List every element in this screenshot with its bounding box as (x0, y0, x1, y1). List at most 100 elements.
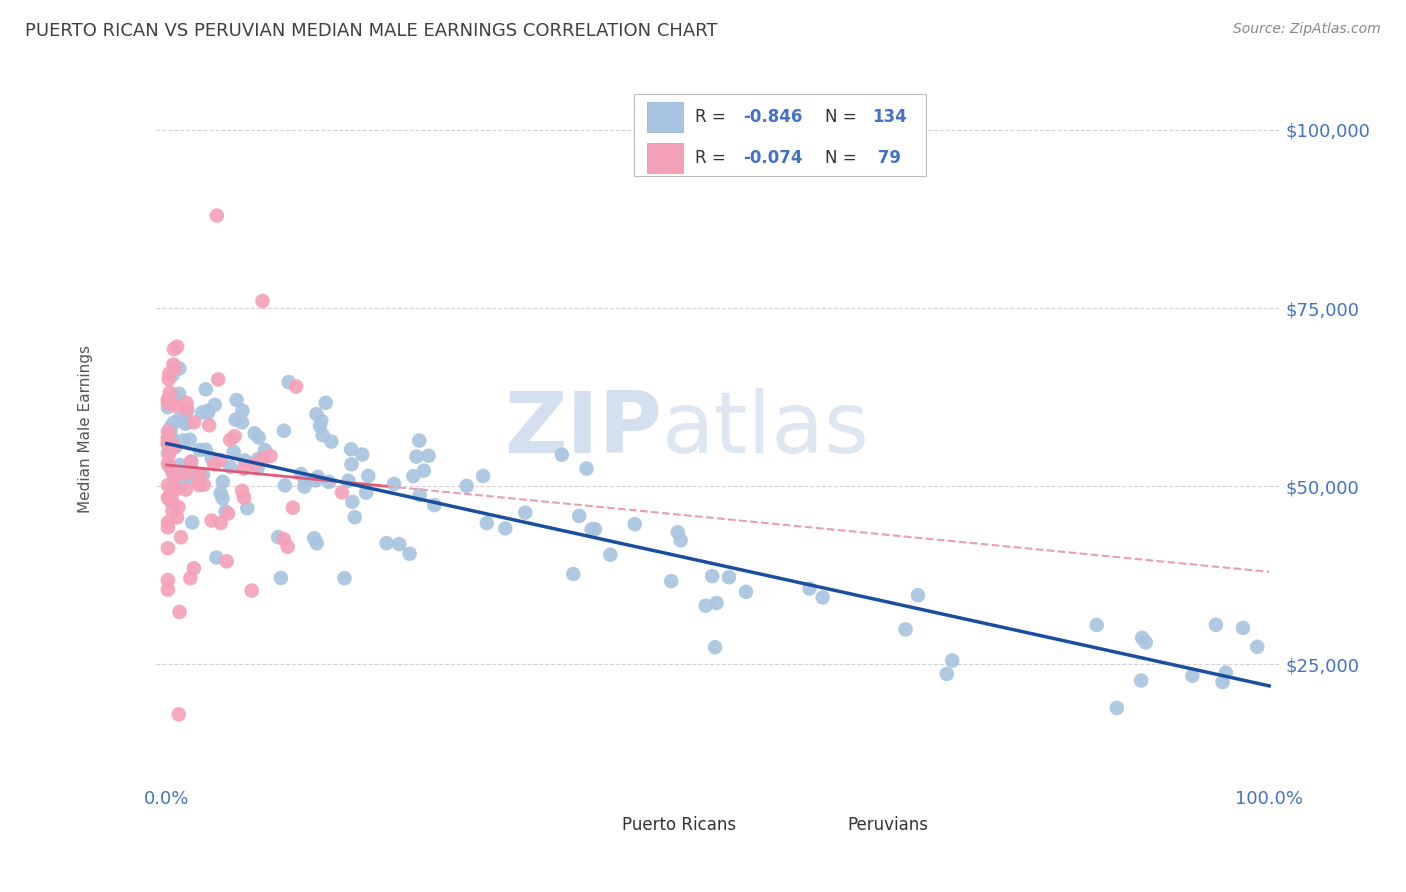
Point (583, 522, 606, 536)
Point (247, 430, 270, 444)
Point (666, 525, 689, 540)
Point (157, 448, 180, 462)
Point (340, 442, 363, 457)
Point (277, 540, 299, 554)
Point (163, 361, 186, 376)
Point (408, 434, 430, 448)
Point (294, 473, 316, 487)
Point (156, 425, 179, 439)
Point (205, 209, 228, 223)
Point (167, 412, 190, 426)
Point (669, 533, 692, 548)
Bar (583, 812, 614, 838)
Point (388, 537, 411, 551)
Point (167, 707, 190, 722)
Point (174, 483, 197, 497)
Point (231, 404, 253, 418)
Point (515, 506, 537, 520)
Point (162, 358, 184, 372)
Point (281, 500, 304, 515)
Text: N =: N = (825, 108, 862, 127)
Point (246, 461, 269, 475)
Point (204, 398, 226, 412)
Bar (647, 103, 683, 132)
Point (340, 458, 363, 472)
Point (169, 458, 191, 472)
Point (165, 440, 187, 454)
Point (163, 342, 186, 356)
Point (165, 483, 187, 497)
Point (333, 571, 356, 585)
Text: PUERTO RICAN VS PERUVIAN MEDIAN MALE EARNINGS CORRELATION CHART: PUERTO RICAN VS PERUVIAN MEDIAN MALE EAR… (25, 22, 718, 40)
Point (156, 573, 179, 587)
Point (231, 483, 253, 498)
Point (232, 461, 254, 475)
Point (174, 417, 197, 431)
Point (160, 434, 183, 449)
Point (169, 361, 191, 376)
Point (162, 416, 184, 430)
Point (209, 516, 232, 530)
Point (1181, 669, 1204, 683)
Bar (808, 812, 839, 838)
Point (156, 392, 179, 407)
Point (1135, 635, 1157, 649)
Point (156, 437, 179, 451)
Point (156, 395, 179, 409)
Point (205, 550, 228, 565)
Point (219, 433, 242, 447)
Point (163, 439, 186, 453)
Point (194, 442, 217, 457)
Point (183, 465, 205, 479)
Text: R =: R = (696, 149, 731, 168)
Text: 79: 79 (872, 149, 901, 168)
Point (191, 467, 214, 482)
Point (162, 481, 184, 495)
Point (1212, 675, 1234, 690)
Point (159, 420, 181, 434)
Point (623, 517, 645, 532)
Point (187, 475, 209, 489)
Point (354, 485, 377, 500)
Point (894, 623, 917, 637)
Point (599, 548, 621, 562)
Point (156, 431, 179, 445)
Point (307, 470, 329, 484)
Point (225, 392, 247, 407)
Point (236, 501, 259, 516)
Point (695, 599, 717, 613)
Point (159, 385, 181, 400)
Point (193, 477, 215, 491)
Text: Source: ZipAtlas.com: Source: ZipAtlas.com (1233, 22, 1381, 37)
Point (1130, 631, 1153, 645)
Point (551, 448, 574, 462)
Point (176, 403, 198, 417)
Point (156, 431, 179, 445)
Point (177, 470, 200, 484)
Point (305, 407, 328, 421)
Point (156, 491, 179, 505)
Point (207, 372, 229, 386)
Point (174, 467, 197, 481)
Point (197, 405, 219, 419)
Point (494, 521, 516, 535)
Point (159, 425, 181, 439)
Point (568, 508, 591, 523)
Point (405, 450, 427, 464)
Point (162, 504, 184, 518)
Text: R =: R = (696, 108, 731, 127)
Point (704, 640, 727, 655)
Point (1105, 701, 1128, 715)
Point (163, 391, 186, 405)
Point (222, 445, 245, 459)
Point (170, 530, 193, 544)
Point (188, 467, 211, 482)
Point (330, 485, 353, 500)
Point (156, 478, 179, 492)
Point (717, 570, 740, 584)
Y-axis label: Median Male Earnings: Median Male Earnings (79, 345, 93, 513)
Point (402, 469, 425, 483)
Text: Peruvians: Peruvians (848, 816, 928, 834)
Point (181, 516, 204, 530)
Point (659, 574, 682, 589)
